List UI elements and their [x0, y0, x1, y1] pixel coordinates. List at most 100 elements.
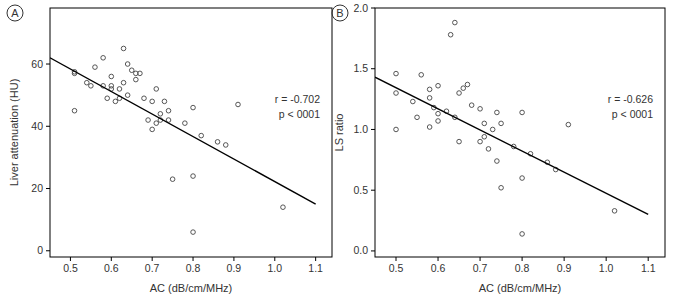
panel-badge	[7, 5, 23, 21]
data-point	[436, 83, 441, 88]
y-tick	[371, 68, 375, 69]
data-point	[170, 177, 175, 182]
x-axis-label: AC (dB/cm/MHz)	[479, 282, 562, 294]
data-point	[125, 62, 130, 67]
data-point	[490, 127, 495, 132]
plot-frame	[50, 8, 332, 257]
x-tick	[606, 257, 607, 261]
data-point	[457, 139, 462, 144]
data-point	[394, 127, 399, 132]
data-point	[478, 107, 483, 112]
data-point	[84, 80, 89, 85]
annotation: p < 0001	[279, 108, 320, 120]
data-point	[495, 110, 500, 115]
data-point	[495, 159, 500, 164]
x-tick	[152, 257, 153, 261]
data-point	[427, 87, 432, 92]
x-tick-label: 0.5	[389, 262, 404, 274]
x-tick-label: 1.1	[308, 262, 323, 274]
data-point	[162, 99, 167, 104]
data-point	[72, 108, 77, 113]
x-tick	[111, 257, 112, 261]
annotation: r = -0.626	[608, 93, 653, 105]
data-point	[612, 209, 617, 214]
y-tick	[371, 129, 375, 130]
x-tick-label: 0.7	[473, 262, 488, 274]
x-tick	[522, 257, 523, 261]
data-point	[461, 86, 466, 91]
y-tick-label: 60	[31, 58, 43, 70]
data-point	[478, 139, 483, 144]
panel-label: A	[11, 7, 19, 19]
y-tick-label: 0	[37, 244, 43, 256]
data-point	[183, 121, 188, 126]
data-point	[199, 133, 204, 138]
y-axis-label: LS ratio	[333, 114, 345, 152]
data-point	[465, 82, 470, 87]
data-point	[457, 91, 462, 96]
y-tick	[371, 250, 375, 251]
y-tick	[371, 190, 375, 191]
x-axis-label: AC (dB/cm/MHz)	[150, 282, 233, 294]
panel: 0.50.60.70.80.91.01.10.00.51.01.52.0AC (…	[332, 2, 665, 295]
data-point	[158, 112, 163, 117]
data-point	[129, 68, 134, 73]
data-point	[486, 147, 491, 152]
data-point	[166, 108, 171, 113]
data-point	[138, 71, 143, 76]
y-tick-label: 0.5	[353, 184, 368, 196]
data-point	[499, 185, 504, 190]
x-tick-label: 1.0	[599, 262, 614, 274]
y-tick	[46, 250, 50, 251]
data-point	[121, 46, 126, 51]
data-point	[101, 56, 106, 61]
data-point	[566, 122, 571, 127]
data-point	[394, 91, 399, 96]
data-point	[134, 77, 139, 82]
data-point	[150, 127, 155, 132]
data-point	[150, 99, 155, 104]
y-tick-label: 0.0	[353, 244, 368, 256]
data-point	[427, 96, 432, 101]
x-tick	[70, 257, 71, 261]
data-point	[453, 20, 458, 25]
data-point	[482, 134, 487, 139]
data-point	[93, 65, 98, 70]
data-point	[223, 143, 228, 148]
panel-badge	[332, 5, 348, 21]
data-point	[154, 121, 159, 126]
x-tick	[564, 257, 565, 261]
figure: 0.50.60.70.80.91.01.10204060AC (dB/cm/MH…	[0, 0, 673, 298]
plot-frame	[375, 8, 665, 257]
panel-label: B	[336, 7, 343, 19]
regression-line	[50, 58, 316, 204]
x-tick-label: 0.6	[104, 262, 119, 274]
data-point	[113, 99, 118, 104]
x-tick	[438, 257, 439, 261]
data-point	[142, 96, 147, 101]
x-tick-label: 1.1	[641, 262, 656, 274]
data-point	[89, 84, 94, 89]
x-tick	[233, 257, 234, 261]
x-tick	[315, 257, 316, 261]
data-point	[236, 102, 241, 107]
data-point	[105, 96, 110, 101]
y-tick-label: 40	[31, 120, 43, 132]
x-tick-label: 0.9	[227, 262, 242, 274]
data-point	[448, 32, 453, 37]
data-point	[469, 103, 474, 108]
x-tick-label: 0.7	[145, 262, 160, 274]
y-tick	[46, 126, 50, 127]
data-point	[499, 121, 504, 126]
data-point	[121, 80, 126, 85]
y-tick-label: 1.5	[353, 62, 368, 74]
data-point	[436, 111, 441, 116]
data-point	[109, 74, 114, 79]
data-point	[427, 125, 432, 130]
data-point	[191, 174, 196, 179]
y-tick	[46, 64, 50, 65]
data-point	[154, 87, 159, 92]
y-tick-label: 2.0	[353, 2, 368, 14]
data-point	[415, 115, 420, 120]
x-tick-label: 0.8	[186, 262, 201, 274]
